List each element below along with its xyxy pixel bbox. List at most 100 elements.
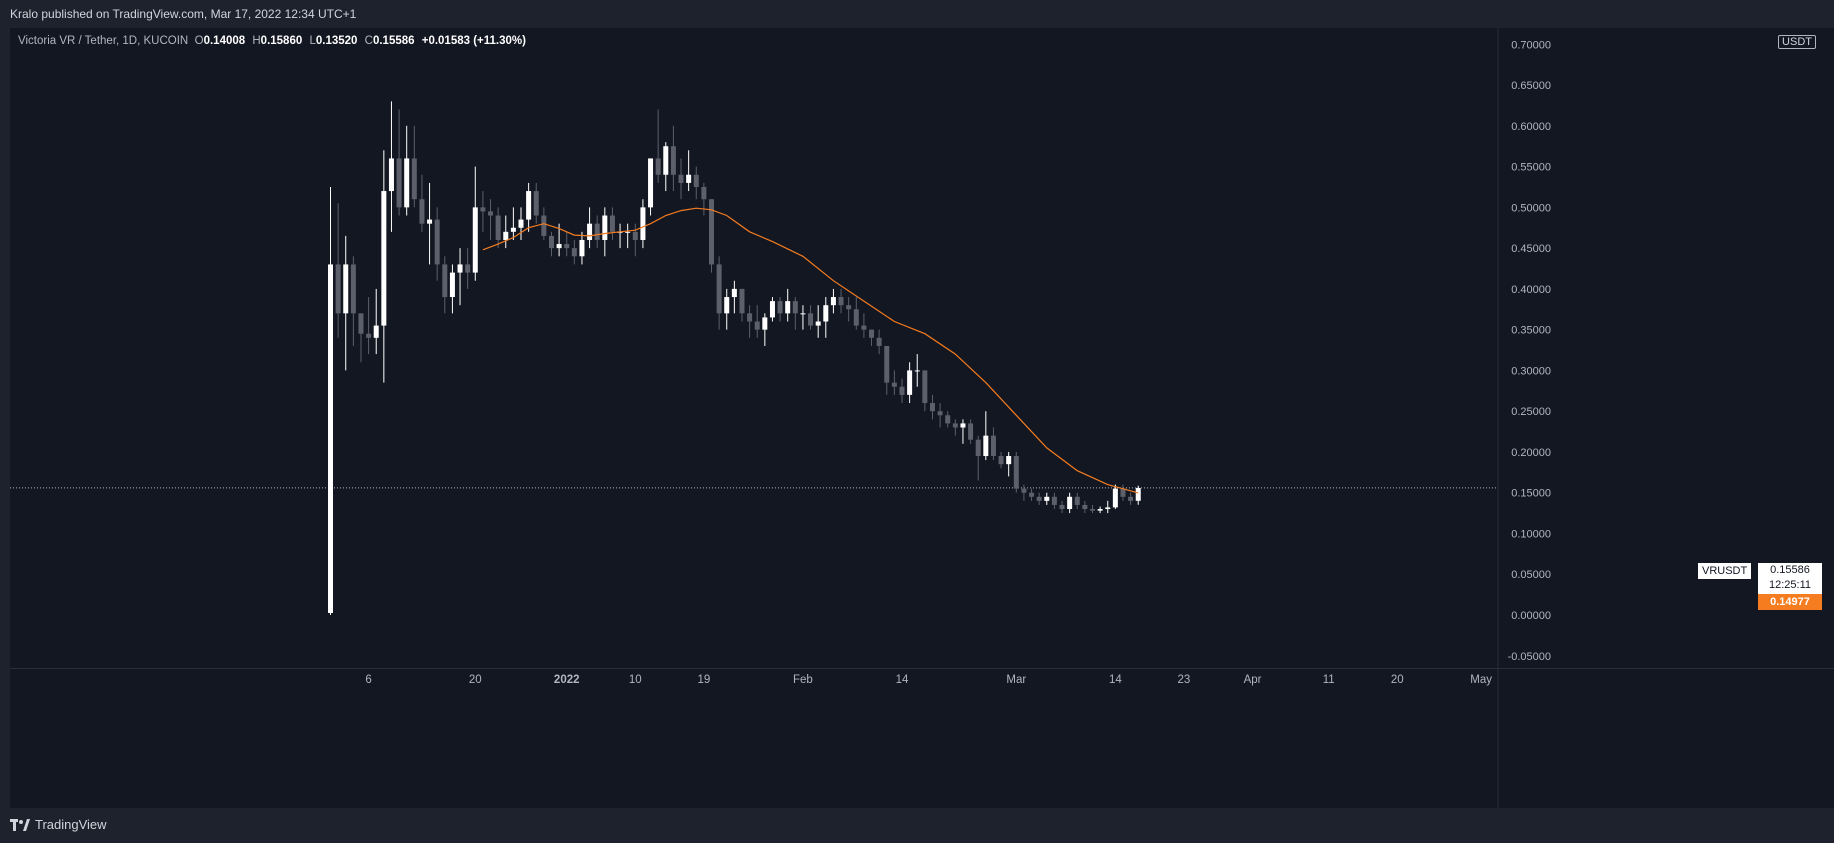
y-tick-label: 0.50000: [1511, 202, 1551, 214]
candle-body: [594, 223, 600, 240]
chart-area[interactable]: 0.70000 0.65000 0.60000 0.55000 0.50000 0.450…: [10, 28, 1834, 808]
candle-body: [442, 264, 448, 298]
candle-body: [571, 248, 577, 257]
candle-body: [876, 337, 882, 346]
candle-body: [998, 456, 1004, 465]
y-tick-label: 0.15000: [1511, 488, 1551, 500]
candle-body: [1067, 496, 1073, 510]
open-value: 0.14008: [203, 35, 246, 47]
candle-body: [510, 227, 516, 232]
publisher-text: Kralo published on TradingView.com, Mar …: [10, 7, 357, 21]
high-label: H: [252, 35, 261, 47]
low-label: L: [309, 35, 316, 47]
candle-body: [1029, 492, 1035, 497]
candle-body: [480, 207, 486, 212]
candle-body: [1044, 496, 1050, 501]
candle-body: [709, 199, 714, 265]
price-chart[interactable]: 0.70000 0.65000 0.60000 0.55000 0.50000 0.450…: [10, 28, 1834, 808]
candle-body: [1112, 488, 1118, 508]
x-tick-label: 23: [1178, 674, 1191, 686]
y-tick-label: 0.30000: [1511, 365, 1551, 377]
y-tick-label: 0.45000: [1511, 243, 1551, 255]
y-tick-label: 0.40000: [1511, 284, 1551, 296]
x-tick-label: 14: [896, 674, 909, 686]
x-tick-label: Mar: [1006, 674, 1026, 686]
candle-body: [975, 439, 981, 457]
candle-body: [701, 186, 707, 200]
candle-body: [1097, 509, 1103, 511]
candle-body: [526, 191, 532, 220]
candle-body: [846, 305, 852, 310]
candle-body: [861, 325, 867, 330]
candle-body: [739, 288, 745, 314]
candle-body: [960, 423, 966, 428]
candle-body: [556, 244, 562, 249]
x-tick-label: 20: [1391, 674, 1404, 686]
candle-body: [388, 158, 394, 192]
candle-body: [907, 370, 913, 395]
candle-body: [693, 174, 699, 187]
candle-body: [343, 264, 349, 314]
ohlc-legend: Victoria VR / Tether, 1D, KUCOIN O0.1400…: [18, 35, 530, 47]
candle-body: [488, 211, 494, 216]
candle-body: [366, 333, 372, 338]
candle-body: [929, 403, 935, 412]
candle-body: [533, 191, 539, 216]
candle-body: [945, 415, 951, 424]
publisher-bar: Kralo published on TradingView.com, Mar …: [0, 0, 1834, 28]
symbol-price-tag: VRUSDT: [1698, 563, 1752, 579]
low-value: 0.13520: [315, 35, 358, 47]
candle-body: [373, 325, 379, 338]
candle-body: [769, 301, 775, 318]
candle-body: [853, 309, 859, 326]
candle-body: [465, 264, 471, 273]
candle-body: [518, 219, 524, 228]
x-tick-label: 20: [469, 674, 482, 686]
candle-body: [564, 244, 570, 249]
candle-body: [823, 305, 829, 322]
x-tick-label: May: [1470, 674, 1492, 686]
candle-body: [983, 435, 989, 457]
candle-body: [335, 264, 341, 314]
candle-body: [777, 301, 783, 314]
last-price-value: 0.15586: [1770, 564, 1810, 576]
candle-body: [914, 370, 920, 372]
candle-body: [1036, 496, 1042, 501]
moving-average-tag: 0.14977: [1758, 594, 1822, 610]
candle-body: [1082, 504, 1088, 510]
candle-body: [670, 146, 676, 175]
candle-body: [830, 297, 836, 306]
candle-body: [579, 239, 585, 257]
candle-body: [899, 386, 905, 395]
candle-body: [937, 411, 943, 416]
x-tick-label: Apr: [1244, 674, 1262, 686]
currency-unit-badge[interactable]: USDT: [1778, 35, 1816, 49]
tradingview-logo[interactable]: TradingView: [10, 817, 107, 832]
candle-body: [602, 215, 608, 240]
y-tick-label: 0.10000: [1511, 528, 1551, 540]
x-tick-label: 19: [697, 674, 710, 686]
candle-body: [396, 158, 402, 208]
symbol-title[interactable]: Victoria VR / Tether, 1D, KUCOIN: [18, 35, 189, 47]
candle-body: [731, 288, 737, 298]
tradingview-logo-icon: [10, 818, 30, 831]
candle-body: [472, 207, 478, 273]
y-tick-label: 0.60000: [1511, 121, 1551, 133]
candle-body: [1059, 504, 1065, 510]
high-value: 0.15860: [260, 35, 303, 47]
y-tick-label: -0.05000: [1508, 651, 1551, 663]
candle-body: [434, 219, 440, 265]
candle-body: [884, 345, 890, 383]
candle-body: [411, 158, 417, 200]
candle-body: [541, 215, 547, 236]
candle-body: [815, 321, 821, 326]
candle-body: [358, 313, 364, 334]
y-tick-label: 0.35000: [1511, 325, 1551, 337]
close-value: 0.15586: [372, 35, 415, 47]
candle-body: [419, 199, 425, 224]
candle-body: [548, 235, 554, 249]
candle-body: [754, 321, 760, 330]
candle-body: [1128, 496, 1134, 501]
y-tick-label: 0.70000: [1511, 39, 1551, 51]
candle-body: [328, 264, 333, 613]
